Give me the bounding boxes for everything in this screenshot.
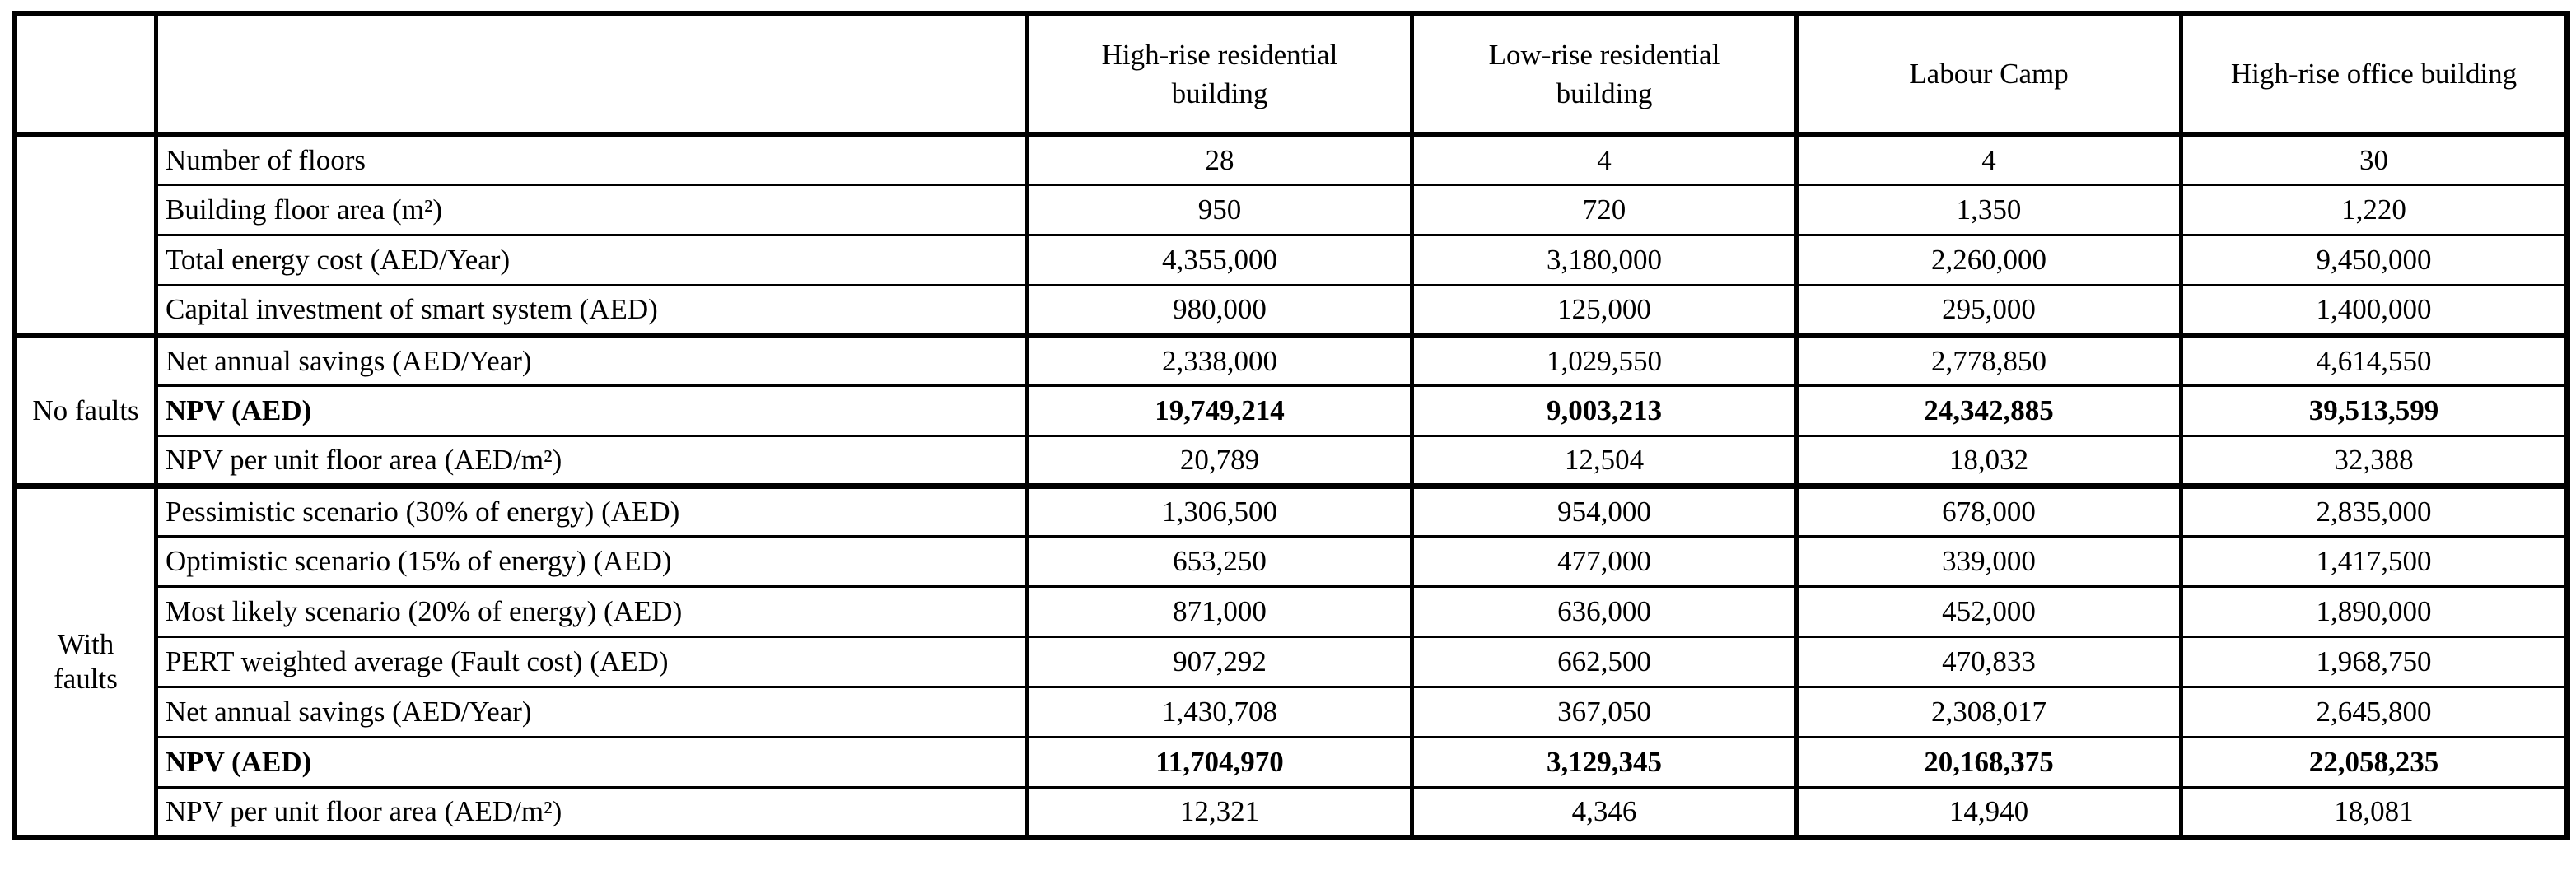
table-row: NPV per unit floor area (AED/m²) 12,321 … — [15, 786, 2569, 839]
value-cell: 452,000 — [1794, 585, 2183, 638]
column-header: High-rise residential building — [1025, 12, 1414, 137]
table-row-npv: NPV (AED) 11,704,970 3,129,345 20,168,37… — [15, 736, 2569, 789]
value-cell: 1,968,750 — [2179, 636, 2569, 688]
value-cell: 4 — [1794, 133, 2183, 186]
value-cell: 18,081 — [2179, 786, 2569, 839]
column-header: Low-rise residential building — [1410, 12, 1799, 137]
value-cell: 871,000 — [1025, 585, 1414, 638]
value-cell: 24,342,885 — [1794, 384, 2183, 437]
row-label-cell: Total energy cost (AED/Year) — [154, 234, 1029, 286]
value-cell: 295,000 — [1794, 284, 2183, 337]
value-cell: 11,704,970 — [1025, 736, 1414, 789]
value-cell: 1,220 — [2179, 184, 2569, 236]
value-cell: 2,260,000 — [1794, 234, 2183, 286]
npv-comparison-table: High-rise residential building Low-rise … — [12, 11, 2570, 840]
value-cell: 14,940 — [1794, 786, 2183, 839]
value-cell: 125,000 — [1410, 284, 1799, 337]
row-label-cell: Optimistic scenario (15% of energy) (AED… — [154, 535, 1029, 588]
value-cell: 477,000 — [1410, 535, 1799, 588]
group-label-cell — [12, 133, 158, 337]
value-cell: 980,000 — [1025, 284, 1414, 337]
table-row: Total energy cost (AED/Year) 4,355,000 3… — [15, 234, 2569, 286]
value-cell: 19,749,214 — [1025, 384, 1414, 437]
table-row: Capital investment of smart system (AED)… — [15, 284, 2569, 337]
value-cell: 950 — [1025, 184, 1414, 236]
value-cell: 9,003,213 — [1410, 384, 1799, 437]
value-cell: 1,417,500 — [2179, 535, 2569, 588]
value-cell: 4 — [1410, 133, 1799, 186]
value-cell: 2,835,000 — [2179, 483, 2569, 538]
row-label-cell: Net annual savings (AED/Year) — [154, 333, 1029, 387]
row-label-cell: NPV per unit floor area (AED/m²) — [154, 786, 1029, 839]
value-cell: 12,321 — [1025, 786, 1414, 839]
row-label-cell: NPV (AED) — [154, 736, 1029, 789]
value-cell: 1,306,500 — [1025, 483, 1414, 538]
column-header: High-rise office building — [2179, 12, 2569, 137]
table-row: Optimistic scenario (15% of energy) (AED… — [15, 535, 2569, 588]
table-body: Number of floors 28 4 4 30 Building floo… — [12, 133, 2569, 839]
value-cell: 653,250 — [1025, 535, 1414, 588]
table-row-npv: NPV (AED) 19,749,214 9,003,213 24,342,88… — [15, 384, 2569, 437]
group-label-cell-no-faults: No faults — [12, 333, 158, 487]
value-cell: 2,308,017 — [1794, 686, 2183, 738]
value-cell: 2,645,800 — [2179, 686, 2569, 738]
column-header: Labour Camp — [1794, 12, 2183, 137]
table-row: Most likely scenario (20% of energy) (AE… — [15, 585, 2569, 638]
value-cell: 20,789 — [1025, 435, 1414, 487]
table-row: PERT weighted average (Fault cost) (AED)… — [15, 636, 2569, 688]
value-cell: 2,778,850 — [1794, 333, 2183, 387]
value-cell: 4,346 — [1410, 786, 1799, 839]
value-cell: 22,058,235 — [2179, 736, 2569, 789]
value-cell: 1,029,550 — [1410, 333, 1799, 387]
row-label-cell: Building floor area (m²) — [154, 184, 1029, 236]
value-cell: 12,504 — [1410, 435, 1799, 487]
table-row: No faults Net annual savings (AED/Year) … — [12, 333, 2569, 487]
value-cell: 3,129,345 — [1410, 736, 1799, 789]
value-cell: 1,350 — [1794, 184, 2183, 236]
table-row: NPV per unit floor area (AED/m²) 20,789 … — [15, 435, 2569, 487]
value-cell: 9,450,000 — [2179, 234, 2569, 286]
value-cell: 28 — [1025, 133, 1414, 186]
group-label-cell-with-faults: With faults — [12, 483, 158, 839]
row-label-cell: Capital investment of smart system (AED) — [154, 284, 1029, 337]
value-cell: 662,500 — [1410, 636, 1799, 688]
row-label-cell: Pessimistic scenario (30% of energy) (AE… — [154, 483, 1029, 538]
table-row: With faults Pessimistic scenario (30% of… — [12, 483, 2569, 839]
value-cell: 1,400,000 — [2179, 284, 2569, 337]
table-header: High-rise residential building Low-rise … — [12, 12, 2569, 137]
value-cell: 1,890,000 — [2179, 585, 2569, 638]
table-row: Number of floors 28 4 4 30 — [12, 133, 2569, 337]
row-label-cell: NPV (AED) — [154, 384, 1029, 437]
table-row: Net annual savings (AED/Year) 1,430,708 … — [15, 686, 2569, 738]
value-cell: 2,338,000 — [1025, 333, 1414, 387]
value-cell: 954,000 — [1410, 483, 1799, 538]
value-cell: 18,032 — [1794, 435, 2183, 487]
value-cell: 367,050 — [1410, 686, 1799, 738]
corner-cell-group — [12, 12, 158, 137]
value-cell: 678,000 — [1794, 483, 2183, 538]
row-label-cell: Net annual savings (AED/Year) — [154, 686, 1029, 738]
value-cell: 720 — [1410, 184, 1799, 236]
value-cell: 4,614,550 — [2179, 333, 2569, 387]
value-cell: 4,355,000 — [1025, 234, 1414, 286]
table-row: Building floor area (m²) 950 720 1,350 1… — [15, 184, 2569, 236]
header-row: High-rise residential building Low-rise … — [12, 12, 2569, 137]
row-label-cell: PERT weighted average (Fault cost) (AED) — [154, 636, 1029, 688]
value-cell: 39,513,599 — [2179, 384, 2569, 437]
row-label-cell: Number of floors — [154, 133, 1029, 186]
value-cell: 907,292 — [1025, 636, 1414, 688]
row-label-cell: Most likely scenario (20% of energy) (AE… — [154, 585, 1029, 638]
value-cell: 470,833 — [1794, 636, 2183, 688]
value-cell: 1,430,708 — [1025, 686, 1414, 738]
value-cell: 3,180,000 — [1410, 234, 1799, 286]
value-cell: 30 — [2179, 133, 2569, 186]
value-cell: 32,388 — [2179, 435, 2569, 487]
value-cell: 636,000 — [1410, 585, 1799, 638]
corner-cell-label — [154, 12, 1029, 137]
value-cell: 20,168,375 — [1794, 736, 2183, 789]
value-cell: 339,000 — [1794, 535, 2183, 588]
row-label-cell: NPV per unit floor area (AED/m²) — [154, 435, 1029, 487]
